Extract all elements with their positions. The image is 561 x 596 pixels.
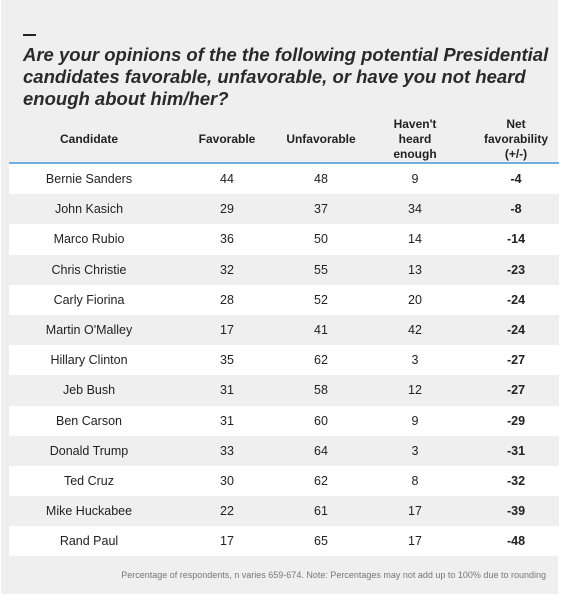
- cell-favorable: 31: [169, 405, 285, 436]
- column-header-candidate: Candidate: [9, 116, 169, 164]
- cell-favorable: 28: [169, 284, 285, 315]
- cell-havent-heard: 3: [357, 435, 473, 466]
- cell-net-favorability: -48: [473, 526, 559, 557]
- cell-net-favorability: -8: [473, 194, 559, 225]
- cell-favorable: 32: [169, 254, 285, 285]
- title-dash: [23, 34, 36, 36]
- cell-unfavorable: 64: [285, 435, 357, 466]
- cell-unfavorable: 61: [285, 496, 357, 527]
- cell-unfavorable: 41: [285, 314, 357, 346]
- table-row: Carly Fiorina 28 52 20 -24: [9, 284, 559, 315]
- cell-net-favorability: -39: [473, 496, 559, 527]
- chart-title: Are your opinions of the the following p…: [23, 44, 549, 109]
- cell-unfavorable: 52: [285, 284, 357, 315]
- cell-net-favorability: -4: [473, 163, 559, 195]
- cell-candidate: Marco Rubio: [9, 224, 169, 255]
- cell-havent-heard: 17: [357, 496, 473, 527]
- table-row: Hillary Clinton 35 62 3 -27: [9, 345, 559, 376]
- cell-candidate: Carly Fiorina: [9, 284, 169, 315]
- cell-unfavorable: 50: [285, 224, 357, 255]
- cell-havent-heard: 9: [357, 405, 473, 436]
- cell-candidate: Martin O'Malley: [9, 314, 169, 346]
- cell-net-favorability: -27: [473, 375, 559, 406]
- table-row: Mike Huckabee 22 61 17 -39: [9, 496, 559, 527]
- cell-net-favorability: -32: [473, 465, 559, 497]
- table-row: Bernie Sanders 44 48 9 -4: [9, 163, 559, 195]
- cell-havent-heard: 9: [357, 163, 473, 195]
- cell-favorable: 17: [169, 526, 285, 557]
- cell-havent-heard: 8: [357, 465, 473, 497]
- cell-unfavorable: 55: [285, 254, 357, 285]
- cell-favorable: 29: [169, 194, 285, 225]
- cell-candidate: John Kasich: [9, 194, 169, 225]
- cell-net-favorability: -24: [473, 314, 559, 346]
- cell-candidate: Rand Paul: [9, 526, 169, 557]
- cell-candidate: Ben Carson: [9, 405, 169, 436]
- cell-havent-heard: 20: [357, 284, 473, 315]
- table-row: Rand Paul 17 65 17 -48: [9, 526, 559, 557]
- cell-unfavorable: 62: [285, 345, 357, 376]
- column-header-havent-heard: Haven't heard enough: [357, 116, 473, 164]
- cell-favorable: 31: [169, 375, 285, 406]
- cell-havent-heard: 17: [357, 526, 473, 557]
- cell-unfavorable: 48: [285, 163, 357, 195]
- cell-unfavorable: 62: [285, 465, 357, 497]
- cell-unfavorable: 65: [285, 526, 357, 557]
- cell-net-favorability: -23: [473, 254, 559, 285]
- favorability-table: Candidate Favorable Unfavorable Haven't hea…: [9, 116, 559, 557]
- table-row: Ben Carson 31 60 9 -29: [9, 405, 559, 436]
- table-row: Martin O'Malley 17 41 42 -24: [9, 314, 559, 346]
- cell-havent-heard: 3: [357, 345, 473, 376]
- cell-havent-heard: 14: [357, 224, 473, 255]
- table-row: John Kasich 29 37 34 -8: [9, 194, 559, 225]
- cell-favorable: 22: [169, 496, 285, 527]
- cell-candidate: Ted Cruz: [9, 465, 169, 497]
- header-row: Candidate Favorable Unfavorable Haven't hea…: [9, 116, 559, 164]
- table-row: Ted Cruz 30 62 8 -32: [9, 465, 559, 497]
- table-row: Marco Rubio 36 50 14 -14: [9, 224, 559, 255]
- table-row: Chris Christie 32 55 13 -23: [9, 254, 559, 285]
- cell-net-favorability: -31: [473, 435, 559, 466]
- column-header-unfavorable: Unfavorable: [285, 116, 357, 164]
- cell-favorable: 36: [169, 224, 285, 255]
- cell-favorable: 35: [169, 345, 285, 376]
- cell-candidate: Donald Trump: [9, 435, 169, 466]
- cell-favorable: 44: [169, 163, 285, 195]
- cell-unfavorable: 58: [285, 375, 357, 406]
- column-header-net-favorability: Net favorability (+/-): [473, 116, 559, 164]
- cell-candidate: Hillary Clinton: [9, 345, 169, 376]
- cell-candidate: Jeb Bush: [9, 375, 169, 406]
- table-body: Bernie Sanders 44 48 9 -4 John Kasich 29 37 34 -8…: [9, 163, 559, 557]
- cell-net-favorability: -24: [473, 284, 559, 315]
- cell-favorable: 30: [169, 465, 285, 497]
- cell-favorable: 17: [169, 314, 285, 346]
- footnote: Percentage of respondents, n varies 659-…: [121, 570, 546, 580]
- cell-net-favorability: -14: [473, 224, 559, 255]
- cell-unfavorable: 37: [285, 194, 357, 225]
- cell-havent-heard: 34: [357, 194, 473, 225]
- table-row: Jeb Bush 31 58 12 -27: [9, 375, 559, 406]
- cell-havent-heard: 42: [357, 314, 473, 346]
- cell-unfavorable: 60: [285, 405, 357, 436]
- cell-net-favorability: -27: [473, 345, 559, 376]
- cell-candidate: Mike Huckabee: [9, 496, 169, 527]
- cell-candidate: Chris Christie: [9, 254, 169, 285]
- cell-favorable: 33: [169, 435, 285, 466]
- column-header-favorable: Favorable: [169, 116, 285, 164]
- cell-havent-heard: 13: [357, 254, 473, 285]
- table-row: Donald Trump 33 64 3 -31: [9, 435, 559, 466]
- cell-candidate: Bernie Sanders: [9, 163, 169, 195]
- cell-havent-heard: 12: [357, 375, 473, 406]
- cell-net-favorability: -29: [473, 405, 559, 436]
